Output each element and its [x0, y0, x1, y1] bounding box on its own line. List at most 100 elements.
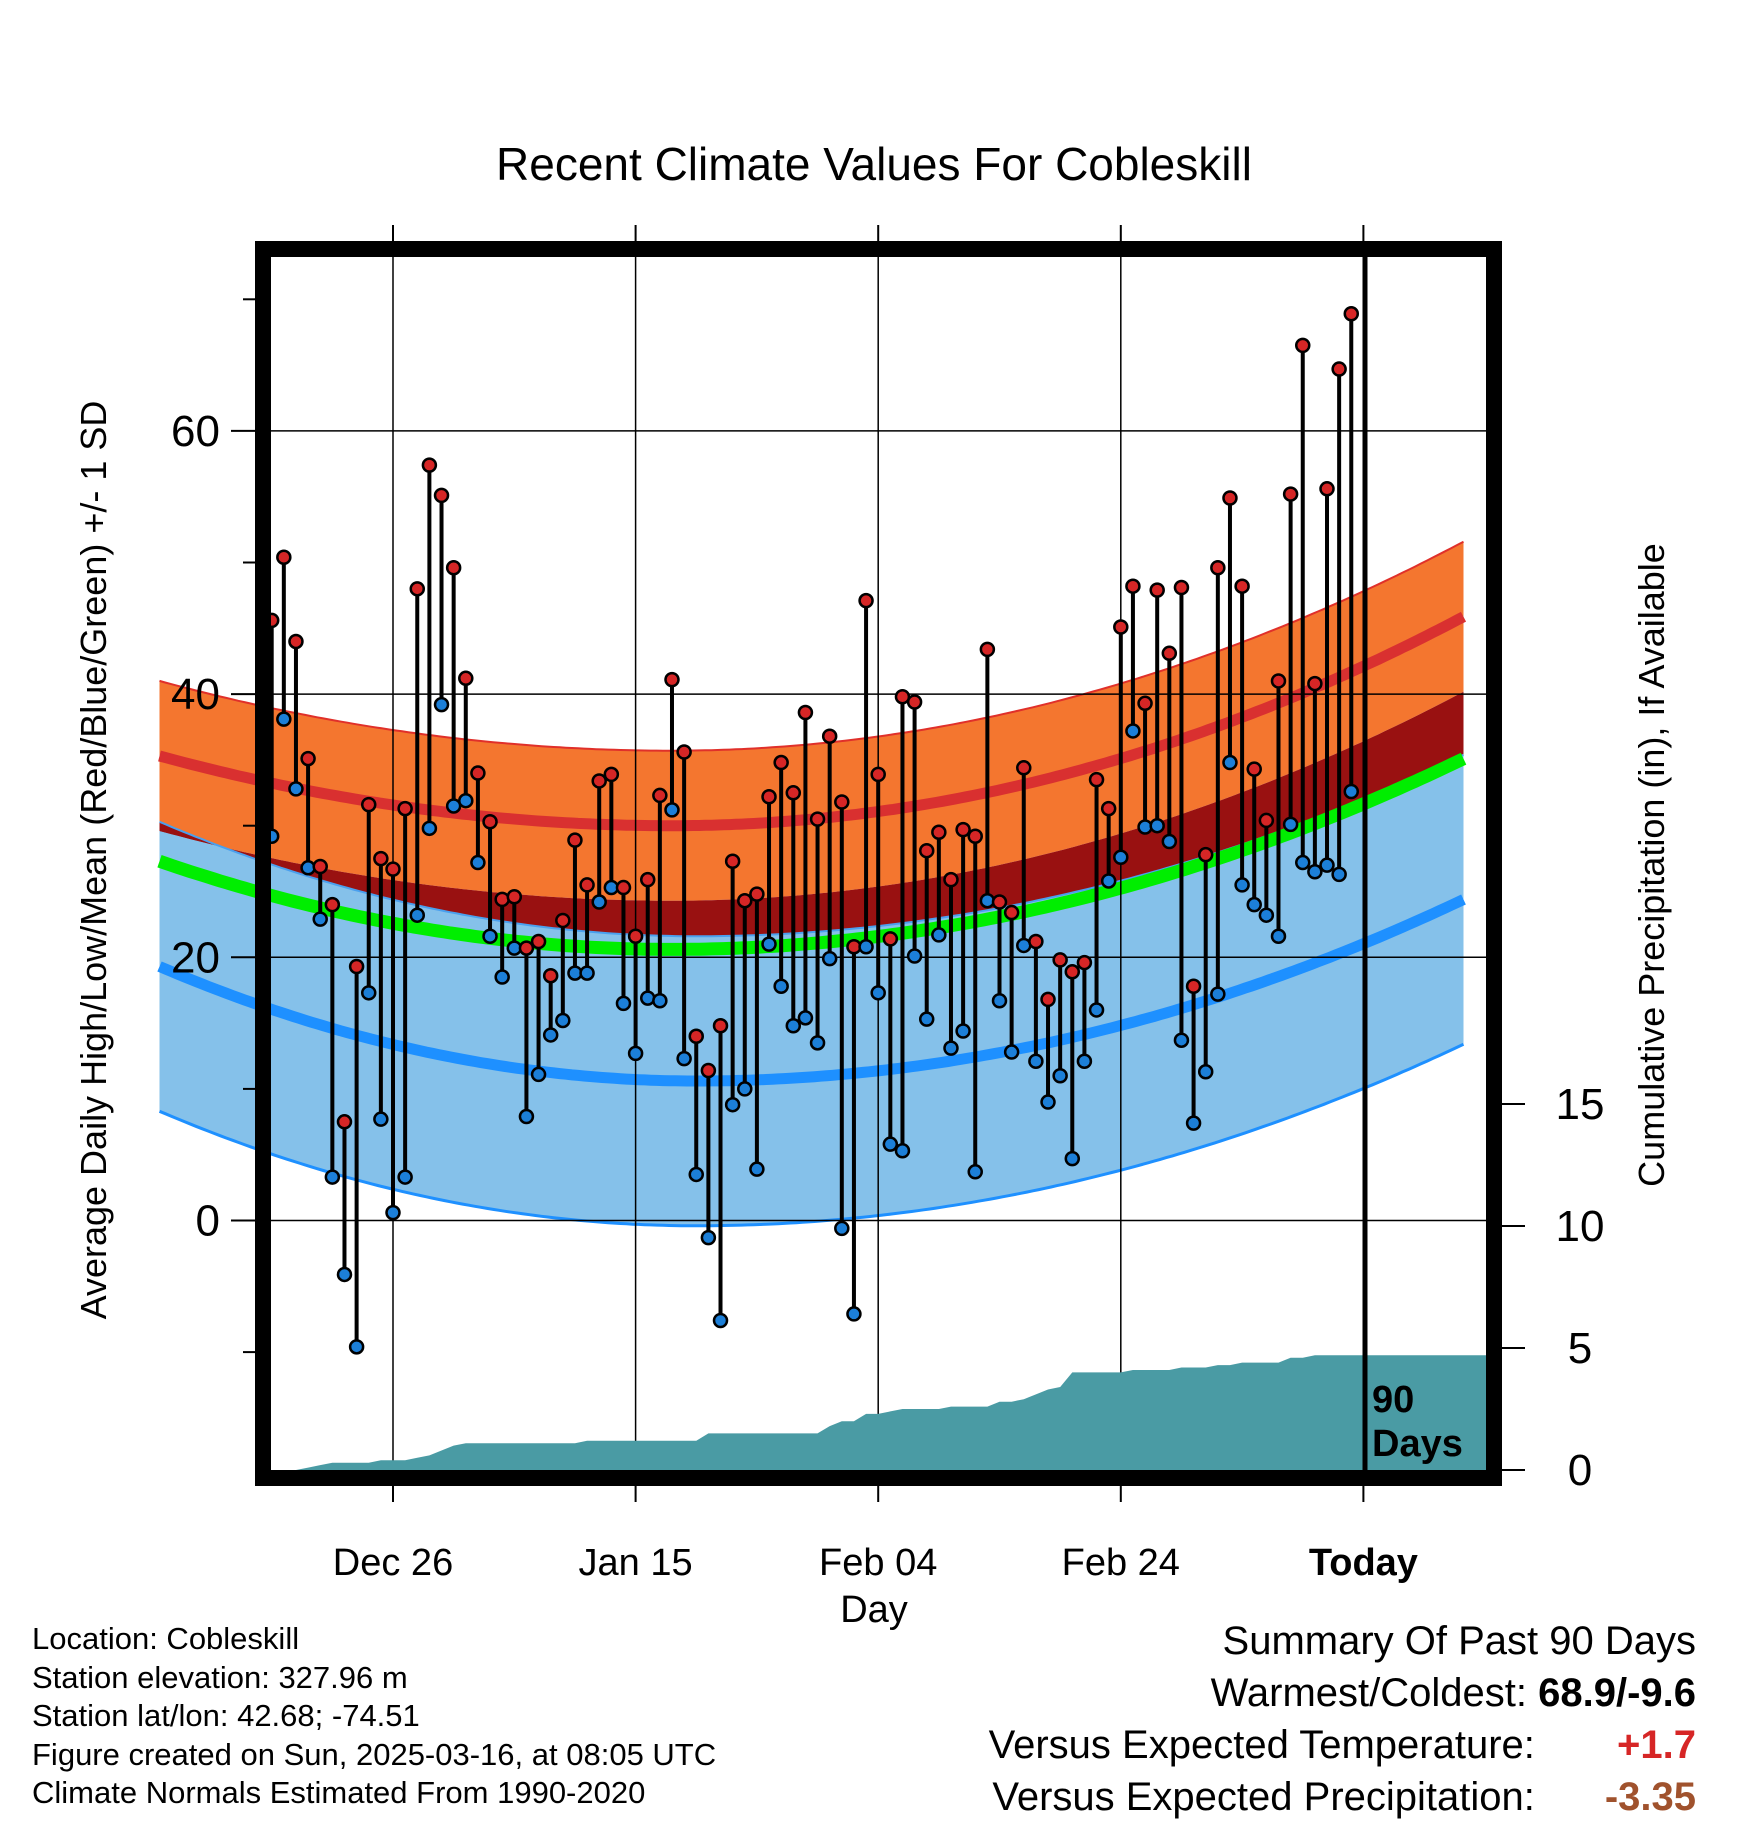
x-tick-label: Feb 04 — [819, 1542, 937, 1584]
info-location: Location: Cobleskill — [32, 1621, 300, 1656]
high-point — [1076, 954, 1093, 971]
high-point — [627, 928, 644, 944]
low-point — [1113, 849, 1129, 866]
high-point — [773, 754, 789, 771]
high-point — [1185, 978, 1202, 995]
low-point — [1149, 817, 1165, 834]
high-point — [1125, 578, 1141, 594]
high-point — [470, 765, 486, 781]
low-point — [627, 1045, 644, 1062]
today-days-line2: Days — [1372, 1423, 1463, 1465]
today-days-line1: 90 — [1372, 1379, 1414, 1421]
high-point — [1307, 675, 1323, 692]
low-point — [1307, 864, 1323, 880]
high-point — [615, 879, 632, 896]
high-point — [1270, 673, 1287, 689]
y-tick-label: 40 — [171, 670, 220, 719]
high-point — [336, 1114, 353, 1130]
high-point — [1282, 486, 1299, 502]
low-point — [324, 1169, 341, 1185]
high-point — [1173, 579, 1190, 596]
high-point — [348, 958, 365, 975]
low-point — [955, 1023, 971, 1039]
low-point — [494, 969, 510, 985]
high-point — [276, 549, 292, 565]
low-point — [846, 1306, 862, 1322]
low-point — [1319, 857, 1335, 873]
low-point — [700, 1229, 717, 1246]
high-point — [858, 592, 874, 609]
summary-warmest-row: Warmest/Coldest: 68.9/-9.6 — [989, 1667, 1696, 1719]
low-point — [1088, 1002, 1105, 1018]
low-point — [785, 1017, 802, 1034]
low-point — [858, 939, 874, 955]
low-point — [931, 927, 947, 943]
high-point — [749, 886, 765, 902]
low-point — [1040, 1094, 1056, 1110]
high-point — [1003, 904, 1020, 921]
high-point — [530, 933, 547, 950]
high-point — [906, 694, 923, 710]
high-point — [1113, 619, 1129, 635]
axes: Dec 26 Jan 15 Feb 04 Feb 24 Today 0 20 40 60 0 5 10… — [171, 225, 1604, 1584]
low-point — [749, 1161, 765, 1177]
high-point — [809, 811, 826, 827]
high-point — [821, 728, 838, 744]
high-point — [542, 967, 559, 984]
info-latlon: Station lat/lon: 42.68; -74.51 — [32, 1698, 420, 1733]
overlap-band — [159, 691, 1464, 937]
low-point — [1003, 1044, 1020, 1060]
high-point — [979, 641, 996, 658]
warmest-value: 68.9/-9.6 — [1538, 1671, 1696, 1715]
high-point — [445, 560, 462, 576]
low-point — [894, 1143, 911, 1159]
low-point — [797, 1010, 814, 1026]
high-point — [834, 794, 850, 810]
high-point — [1343, 306, 1360, 322]
low-point — [1197, 1064, 1214, 1080]
high-point — [1222, 490, 1238, 506]
x-axis-label: Day — [840, 1589, 908, 1631]
low-point — [1343, 783, 1360, 800]
low-point — [821, 950, 838, 967]
high-point — [300, 750, 316, 767]
high-point — [1149, 582, 1165, 598]
low-point — [918, 1011, 935, 1027]
high-point — [785, 785, 802, 801]
low-point — [433, 696, 450, 713]
low-point — [518, 1108, 535, 1125]
y2-axis-label: Cumulative Precipitation (in), If Availa… — [1631, 543, 1672, 1187]
y-axis-label: Average Daily High/Low/Mean (Red/Blue/Gr… — [73, 401, 114, 1320]
high-point — [1197, 846, 1214, 863]
low-point — [555, 1012, 571, 1029]
high-point — [567, 832, 583, 848]
high-point — [1161, 645, 1178, 662]
low-point — [1234, 877, 1250, 893]
low-point — [943, 1040, 959, 1056]
high-point — [737, 892, 753, 909]
low-point — [1222, 754, 1238, 771]
y2-tick-label: 5 — [1568, 1324, 1592, 1373]
high-point — [385, 861, 401, 877]
summary-temp-row: Versus Expected Temperature: +1.7 — [989, 1719, 1696, 1771]
high-point — [1258, 812, 1275, 829]
high-point — [1210, 560, 1226, 576]
mean-normal-line — [157, 752, 1467, 956]
low-point — [712, 1312, 729, 1329]
temp-value: +1.7 — [1617, 1723, 1696, 1767]
high-point — [421, 457, 438, 473]
summary-panel: Summary Of Past 90 Days Warmest/Coldest:… — [989, 1615, 1696, 1823]
low-point — [1125, 723, 1141, 739]
y-tick-label: 20 — [171, 933, 220, 982]
low-point — [421, 820, 438, 837]
high-point — [1137, 695, 1153, 712]
low-point — [1246, 896, 1262, 913]
high-point — [1319, 481, 1335, 497]
low-point — [1064, 1150, 1081, 1167]
normal-bands — [157, 540, 1467, 1228]
low-point — [1258, 907, 1275, 923]
low-point — [688, 1166, 704, 1183]
low-point — [1282, 816, 1299, 833]
y2-tick-label: 10 — [1556, 1202, 1605, 1251]
low-point — [991, 992, 1008, 1009]
